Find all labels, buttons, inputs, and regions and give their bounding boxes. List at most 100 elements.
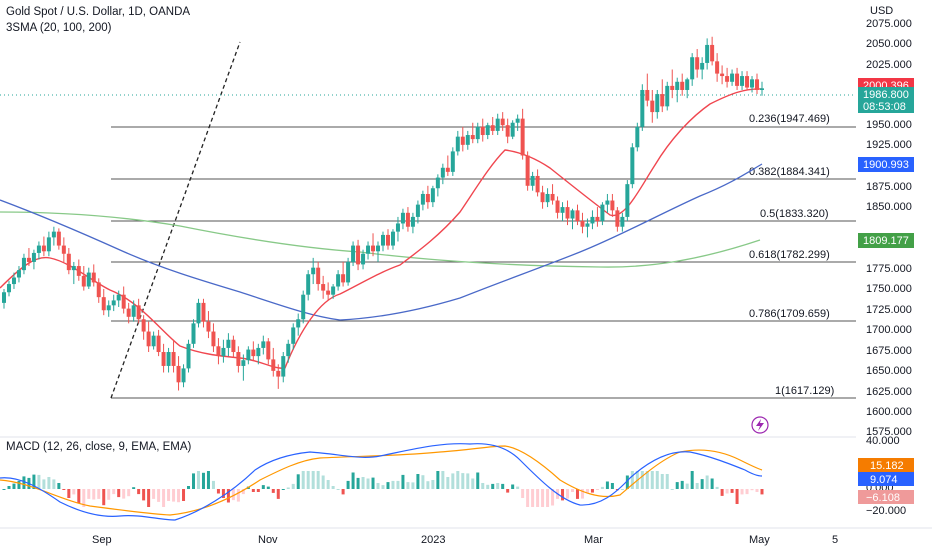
macd-tag-text: 15.182 bbox=[870, 460, 904, 472]
candle-body bbox=[376, 245, 381, 252]
candle-body bbox=[131, 305, 136, 317]
candlestick-series[interactable] bbox=[2, 36, 764, 391]
macd-histogram-bar bbox=[192, 473, 195, 489]
macd-histogram-bar bbox=[226, 489, 230, 503]
y-tick: 2075.000 bbox=[866, 18, 912, 30]
candle-body bbox=[186, 343, 191, 369]
x-tick: Nov bbox=[258, 534, 278, 546]
candle-body bbox=[585, 223, 590, 227]
macd-tag-text: 9.074 bbox=[870, 474, 898, 486]
macd-histogram-bar bbox=[610, 483, 614, 489]
candle-body bbox=[316, 267, 321, 285]
macd-tag-macd bbox=[858, 472, 914, 486]
candle-body bbox=[645, 89, 650, 101]
macd-histogram-bar bbox=[211, 480, 215, 489]
candle-body bbox=[655, 94, 660, 113]
macd-histogram-bar bbox=[37, 474, 41, 489]
candle-body bbox=[575, 210, 580, 221]
macd-histogram-bar bbox=[376, 483, 380, 489]
candle-body bbox=[445, 167, 450, 172]
candle-body bbox=[595, 216, 600, 221]
candle-body bbox=[395, 223, 400, 232]
candle-body bbox=[181, 368, 186, 383]
macd-histogram-bar bbox=[142, 489, 146, 501]
macd-histogram-bar bbox=[431, 480, 435, 489]
y-tick: 1700.000 bbox=[866, 324, 912, 336]
price-tag-sma100 bbox=[858, 157, 914, 172]
fib-label: 0.5(1833.320) bbox=[760, 208, 829, 220]
candle-body bbox=[755, 79, 760, 90]
candle-body bbox=[480, 126, 485, 136]
macd-histogram-bar bbox=[476, 472, 480, 489]
indicator-label: 3SMA (20, 100, 200) bbox=[6, 22, 112, 34]
macd-histogram-bar bbox=[321, 475, 325, 489]
candle-body bbox=[495, 118, 500, 131]
candle-body bbox=[530, 175, 535, 186]
candle-body bbox=[281, 356, 286, 377]
candle-body bbox=[455, 136, 460, 152]
candle-body bbox=[620, 216, 625, 227]
candle-body bbox=[76, 266, 81, 276]
candle-body bbox=[675, 81, 680, 90]
macd-histogram-bar bbox=[451, 473, 455, 489]
candle-body bbox=[301, 294, 306, 320]
fib-trend-line[interactable] bbox=[110, 41, 241, 399]
candle-body bbox=[650, 100, 655, 113]
candle-body bbox=[640, 89, 645, 127]
sma-200-line bbox=[0, 211, 761, 268]
fib-label: 0.786(1709.659) bbox=[749, 308, 830, 320]
macd-histogram-bar bbox=[326, 480, 330, 489]
x-tick: 2023 bbox=[421, 534, 445, 546]
macd-histogram-bar bbox=[331, 486, 335, 489]
lightning-icon[interactable] bbox=[751, 416, 769, 434]
candle-body bbox=[36, 245, 41, 253]
macd-histogram-bar bbox=[266, 486, 270, 489]
macd-histogram-bar bbox=[82, 489, 86, 507]
candle-body bbox=[66, 253, 71, 271]
macd-histogram-bar bbox=[381, 485, 385, 489]
fibonacci-retracement[interactable]: 0.236(1947.469) 0.382(1884.341) 0.5(1833… bbox=[110, 41, 856, 399]
x-tick: Sep bbox=[92, 534, 112, 546]
chart-title: Gold Spot / U.S. Dollar, 1D, OANDA bbox=[6, 6, 190, 18]
candle-body bbox=[361, 253, 366, 265]
macd-histogram-bar bbox=[446, 477, 450, 489]
macd-histogram-bar bbox=[680, 480, 684, 489]
macd-histogram-bar bbox=[481, 483, 485, 489]
macd-histogram-bar bbox=[306, 471, 310, 489]
price-axis[interactable]: 2075.000 2050.000 2025.000 1950.000 1925… bbox=[866, 18, 912, 438]
macd-histogram-bar bbox=[102, 489, 106, 506]
macd-histogram-bar bbox=[271, 489, 275, 493]
candle-body bbox=[141, 319, 146, 332]
x-tick: Mar bbox=[584, 534, 603, 546]
candle-body bbox=[11, 277, 16, 285]
macd-histogram-bar bbox=[506, 489, 510, 493]
candle-body bbox=[226, 339, 231, 348]
macd-histogram-bar bbox=[436, 471, 440, 489]
macd-histogram-bar bbox=[640, 471, 644, 489]
time-axis[interactable]: Sep Nov 2023 Mar May 5 bbox=[92, 534, 838, 546]
y-tick: 1775.000 bbox=[866, 263, 912, 275]
candle-body bbox=[385, 234, 390, 246]
x-tick: 5 bbox=[832, 534, 838, 546]
macd-histogram-bar bbox=[256, 489, 260, 492]
candle-body bbox=[610, 200, 615, 211]
macd-histogram-bar bbox=[755, 489, 759, 492]
macd-histogram-bar bbox=[57, 483, 61, 489]
macd-histogram-bar bbox=[531, 489, 535, 507]
macd-histogram-bar bbox=[561, 489, 565, 501]
macd-histogram-bar bbox=[177, 489, 181, 503]
macd-histogram-bar bbox=[690, 471, 694, 489]
candle-body bbox=[660, 94, 665, 107]
candle-body bbox=[700, 62, 705, 70]
macd-histogram-bar bbox=[426, 481, 430, 489]
y-tick: 1875.000 bbox=[866, 181, 912, 193]
macd-histogram-bar bbox=[371, 477, 375, 489]
macd-histogram-bar bbox=[471, 478, 475, 489]
candle-body bbox=[680, 81, 685, 90]
macd-histogram-bar bbox=[421, 475, 425, 489]
candle-body bbox=[740, 76, 745, 86]
macd-histogram-bar bbox=[725, 489, 729, 494]
macd-histogram-bar bbox=[122, 489, 126, 499]
candle-body bbox=[665, 85, 670, 107]
